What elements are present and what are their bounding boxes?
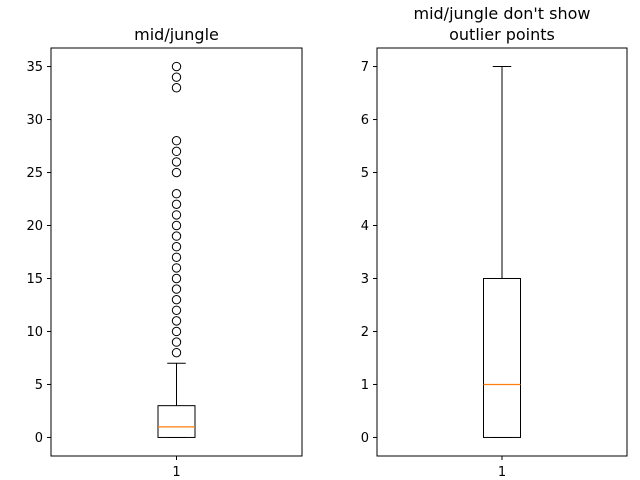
outlier-point [171,189,182,199]
outlier-point [171,210,182,220]
y-tick-label: 7 [361,60,369,75]
y-tick-label: 6 [361,113,369,128]
outlier-point [171,316,182,326]
y-tick-label: 0 [361,431,369,446]
outlier-point [171,220,182,231]
x-tick-label: 1 [172,465,180,480]
outlier-point [171,326,182,337]
outlier-point [171,136,182,146]
y-tick-label: 4 [361,219,369,234]
outlier-point [171,242,182,252]
y-tick-label: 1 [361,378,369,393]
chart-title-line: outlier points [449,25,555,44]
outlier-point [171,273,182,284]
left-boxplot-panel: mid/jungle 0 5 10 15 20 25 30 35 1 [26,25,303,480]
chart-title-line: mid/jungle [134,25,219,44]
outlier-point [171,305,182,315]
outlier-point [171,199,182,210]
outlier-point [171,284,182,294]
y-tick-label: 25 [26,166,43,181]
x-tick-label: 1 [498,465,506,480]
outlier-point [171,83,182,93]
chart-title-line: mid/jungle don't show [413,4,590,23]
outlier-point [171,294,182,305]
chart-title: mid/jungle [134,25,219,44]
y-tick-label: 0 [35,431,43,446]
box-iqr [157,405,196,438]
outlier-point [171,72,182,82]
outlier-point [171,347,182,358]
y-tick-label: 10 [26,325,43,340]
outlier-point [171,146,182,157]
outlier-point [171,157,182,167]
outlier-point [171,252,182,262]
y-tick-label: 5 [35,378,43,393]
outlier-point [171,263,182,273]
y-tick-label: 35 [26,60,43,75]
chart-title: mid/jungle don't show outlier points [413,4,590,44]
outlier-point [171,61,182,72]
outlier-point [171,337,182,347]
y-tick-label: 3 [361,272,369,287]
y-tick-label: 5 [361,166,369,181]
y-tick-label: 30 [26,113,43,128]
outlier-point [171,167,182,178]
outlier-point [171,231,182,241]
y-tick-label: 2 [361,325,369,340]
y-tick-label: 15 [26,272,43,287]
box-iqr [483,277,521,438]
right-boxplot-panel: mid/jungle don't show outlier points 0 1 2 3 4… [361,4,628,480]
y-tick-label: 20 [26,219,43,234]
